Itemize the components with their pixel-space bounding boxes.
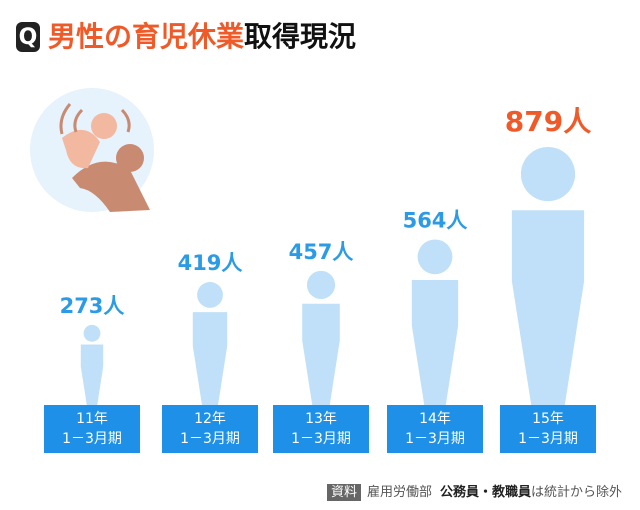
figure-body: [192, 312, 228, 405]
source-badge: 資料: [326, 484, 361, 501]
category-label: 14年 1－3月期: [387, 405, 483, 453]
figure-head: [520, 147, 576, 202]
q-letter: Q: [19, 25, 38, 50]
figure-head: [83, 324, 101, 342]
figure: [411, 239, 459, 405]
figure-head: [306, 270, 336, 300]
figure-body: [80, 344, 104, 405]
q-badge: [16, 22, 40, 52]
figure-head: [417, 239, 453, 275]
source-note: は統計から除外: [530, 485, 622, 500]
figure: [80, 324, 104, 405]
source: 資料 雇用労働部 公務員・教職員は統計から除外: [326, 481, 622, 501]
category-label: 13年 1－3月期: [273, 405, 369, 453]
figure: [302, 270, 340, 405]
figure-head: [197, 282, 223, 308]
category-label: 15年 1－3月期: [500, 405, 596, 453]
illustration: [30, 88, 154, 212]
figure: [511, 147, 585, 405]
value-label: 564人: [403, 208, 468, 232]
source-org: 雇用労働部: [366, 485, 432, 500]
category-label: 12年 1－3月期: [162, 405, 258, 453]
value-label: 879人: [505, 105, 591, 138]
category-label: 11年 1－3月期: [44, 405, 140, 453]
source-bold: 公務員・教職員: [439, 485, 531, 500]
value-label: 457人: [289, 240, 354, 264]
figure-body: [511, 210, 585, 405]
figure: [192, 282, 228, 405]
figure-body: [411, 280, 459, 405]
chart-title: 男性の育児休業取得現況: [48, 20, 356, 53]
value-label: 273人: [60, 294, 125, 318]
value-label: 419人: [178, 251, 243, 275]
figure-body: [302, 303, 340, 405]
title-end: 取得現況: [244, 20, 356, 53]
title-highlight: 男性の育児休業: [48, 20, 244, 53]
